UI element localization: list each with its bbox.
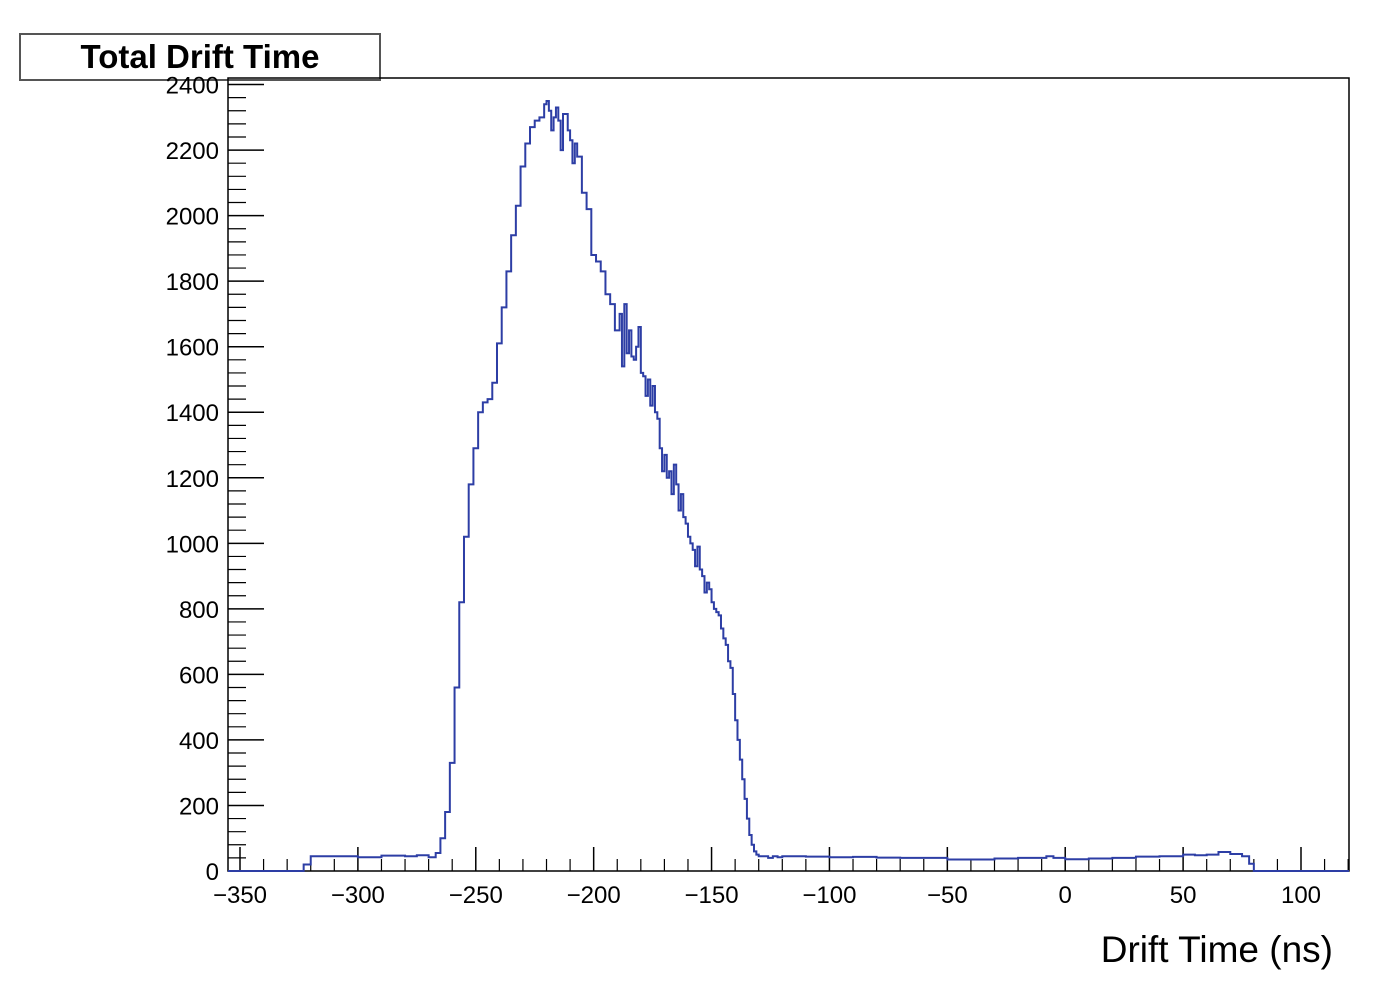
y-tick-label: 0 (206, 859, 219, 886)
y-tick-label: 400 (179, 728, 219, 755)
y-tick-label: 200 (179, 793, 219, 820)
x-axis: −350 −300 −250 −200 −150 −100 −50 0 50 100 (213, 847, 1349, 909)
y-axis: 0 200 400 600 800 1000 1200 1400 1600 1800 2000 220… (166, 73, 264, 886)
x-tick-label: 50 (1170, 882, 1197, 909)
y-tick-label: 1800 (166, 269, 219, 296)
y-tick-label: 1400 (166, 400, 219, 427)
x-tick-label: −50 (927, 882, 968, 909)
y-tick-label: 2000 (166, 204, 219, 231)
y-tick-label: 2200 (166, 138, 219, 165)
y-tick-label: 1200 (166, 466, 219, 493)
chart-title: Total Drift Time (19, 33, 381, 81)
x-tick-label: −300 (331, 882, 385, 909)
x-tick-label: −200 (567, 882, 621, 909)
x-tick-label: −350 (213, 882, 267, 909)
y-tick-label: 1600 (166, 335, 219, 362)
x-tick-label: −250 (449, 882, 503, 909)
plot-frame (227, 77, 1350, 872)
y-tick-label: 1000 (166, 531, 219, 558)
histogram-line (228, 99, 1349, 872)
x-tick-label: 100 (1281, 882, 1321, 909)
x-axis-title: Drift Time (ns) (1101, 929, 1333, 970)
x-tick-label: −100 (802, 882, 856, 909)
x-tick-label: −150 (685, 882, 739, 909)
y-tick-label: 800 (179, 597, 219, 624)
y-tick-label: 2400 (166, 73, 219, 100)
x-tick-label: 0 (1059, 882, 1072, 909)
y-tick-label: 600 (179, 662, 219, 689)
